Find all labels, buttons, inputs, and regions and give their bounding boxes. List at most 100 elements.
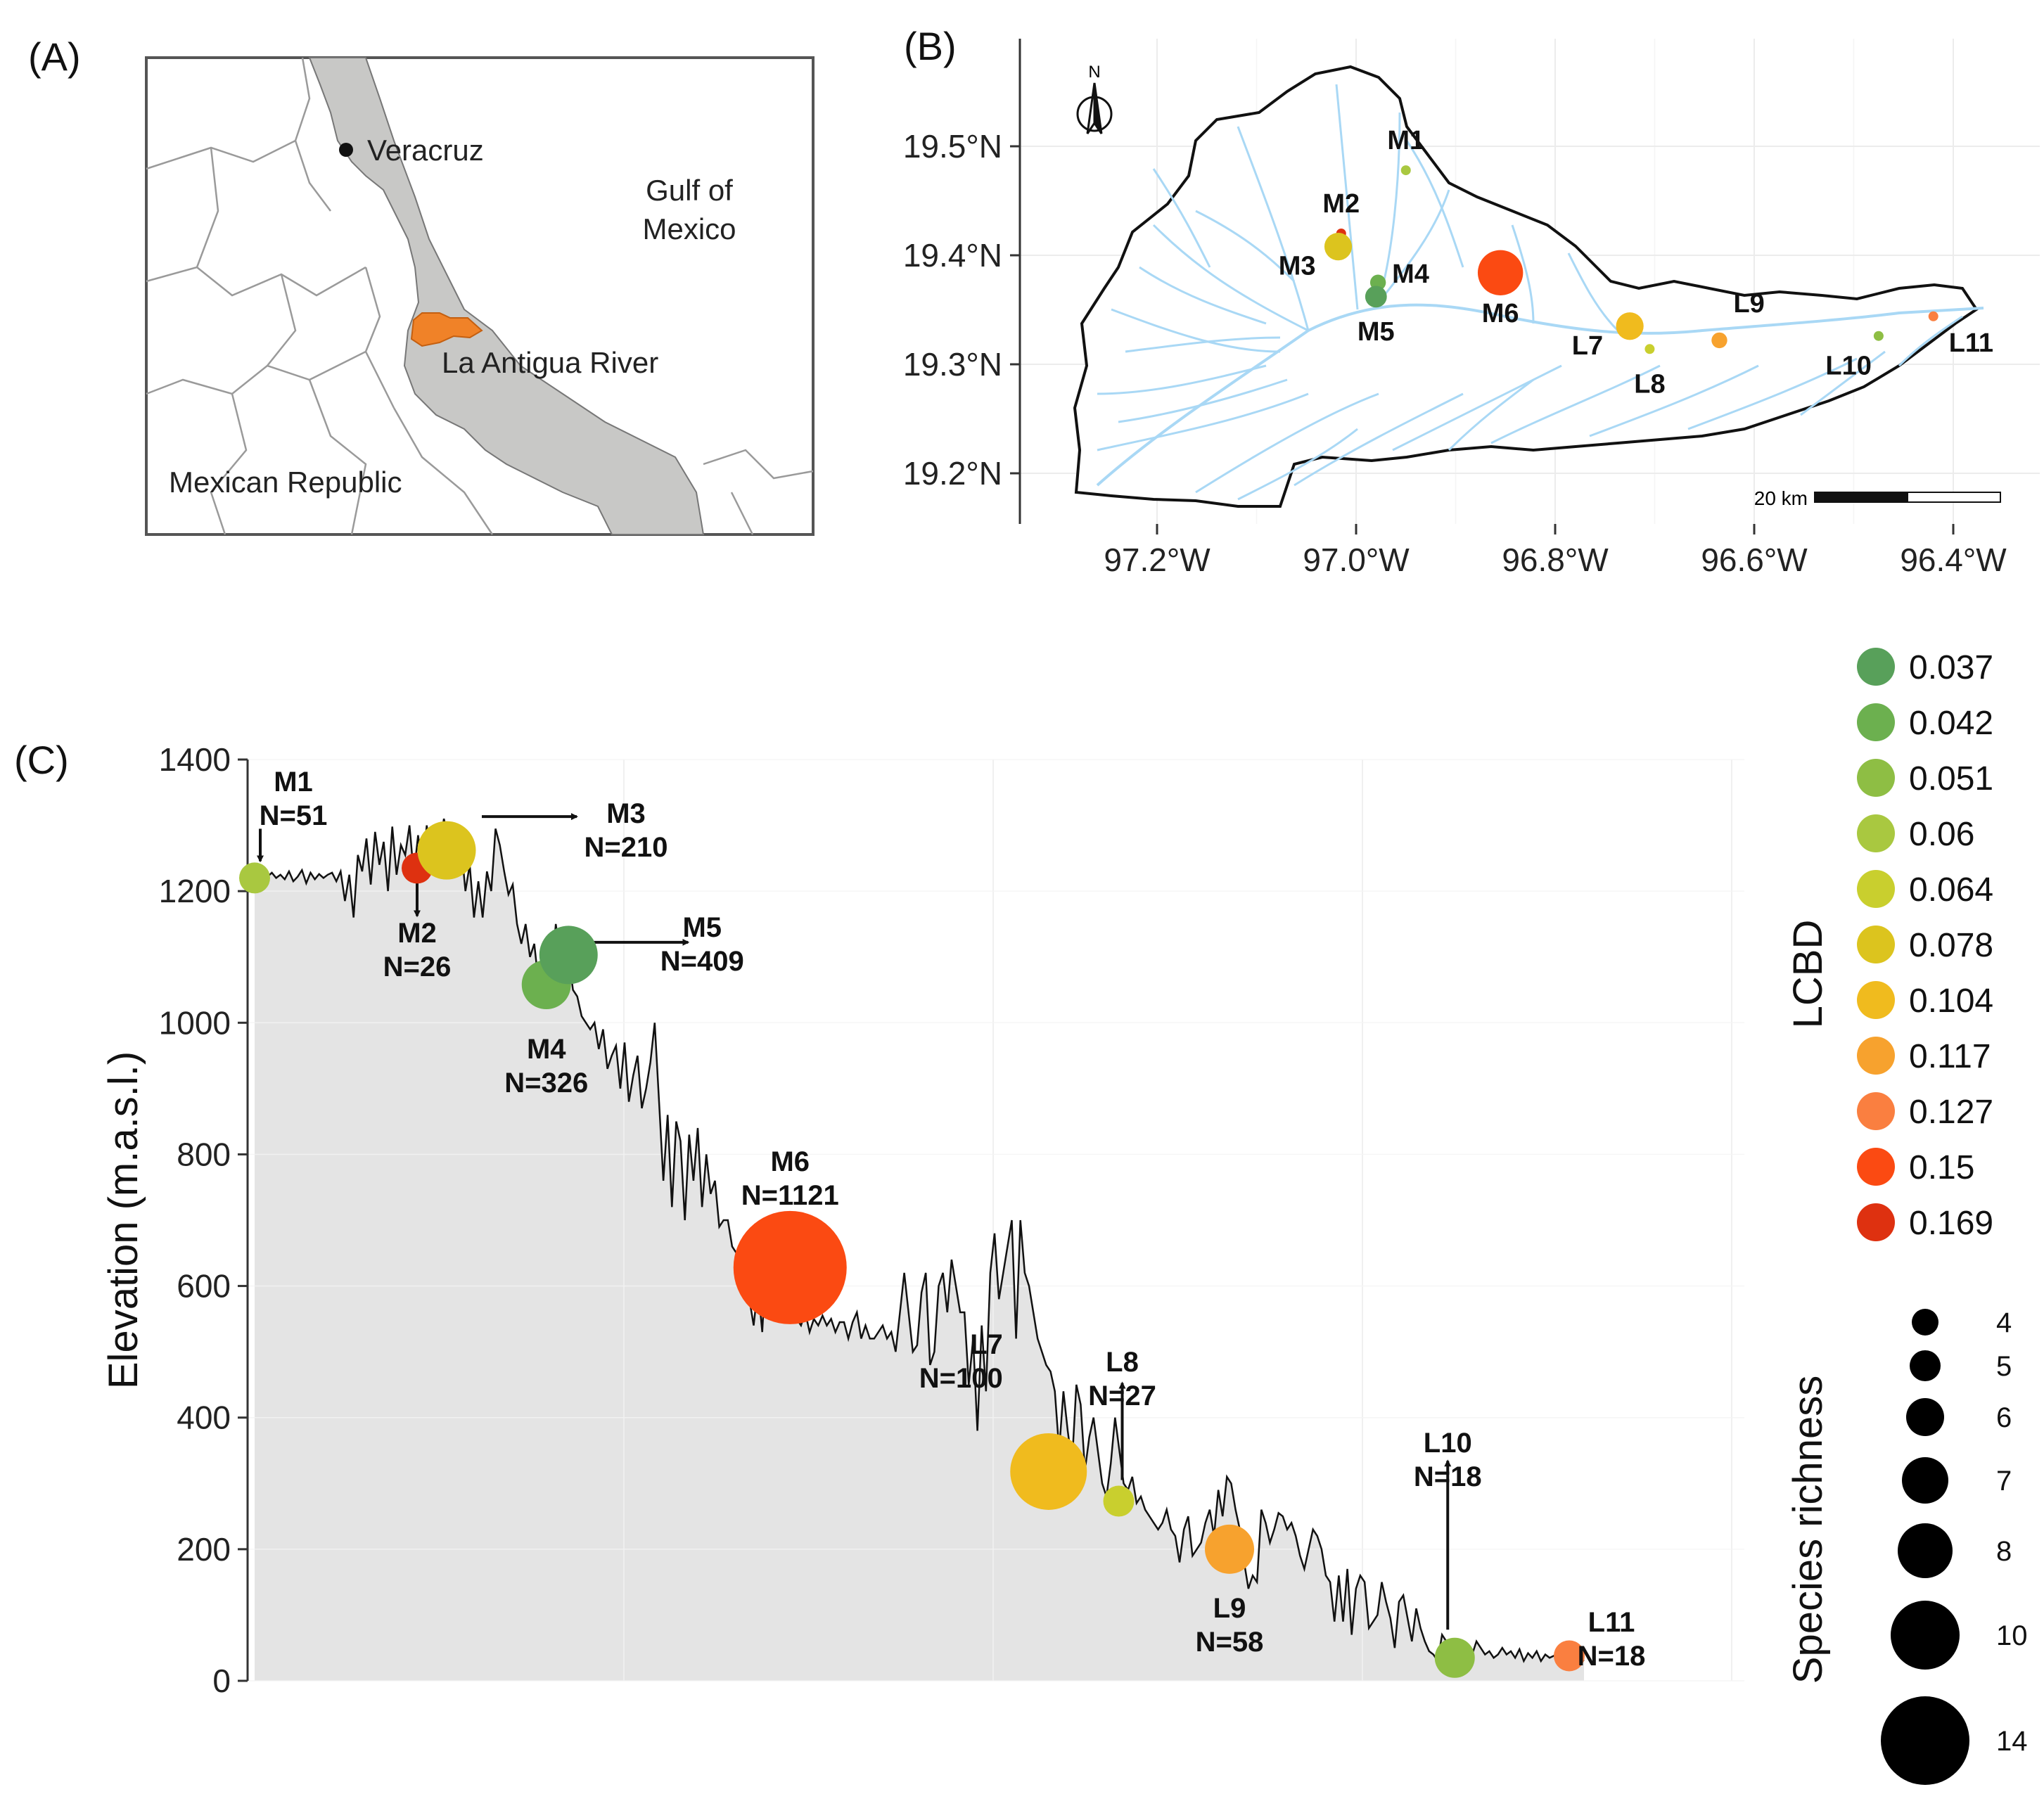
label-l11-n: N=18	[1578, 1641, 1646, 1672]
lcbd-legend-label: 0.051	[1909, 760, 1993, 798]
y-axis-title: Elevation (m.a.s.l.)	[101, 1051, 146, 1389]
country-label: Mexican Republic	[169, 466, 402, 499]
point-l10	[1434, 1637, 1475, 1678]
y-tick-label: 800	[177, 1136, 231, 1172]
map-site-label: M3	[1279, 252, 1316, 281]
richness-legend-circle	[1906, 1398, 1944, 1436]
lcbd-legend-label: 0.127	[1909, 1094, 1993, 1131]
richness-legend-circle	[1891, 1601, 1960, 1670]
map-site-label: L7	[1572, 331, 1603, 361]
panel-a-map: Veracruz Gulf of Mexico La Antigua River…	[145, 56, 815, 536]
label-l10-n: N=18	[1414, 1461, 1482, 1492]
point-l11	[1554, 1640, 1585, 1672]
lcbd-legend-swatch	[1857, 814, 1895, 852]
panel-b-x-tick: 96.4°W	[1900, 542, 2007, 578]
map-site-l10	[1873, 331, 1884, 341]
gulf-label-1: Gulf of	[646, 174, 733, 207]
richness-legend-circle	[1881, 1696, 1969, 1785]
lcbd-legend-swatch	[1857, 648, 1895, 686]
label-m3-n: N=210	[585, 832, 668, 863]
label-m5-site: M5	[682, 912, 722, 943]
la-antigua-basin	[410, 312, 483, 347]
point-m6	[733, 1210, 847, 1324]
label-l7-n: N=100	[919, 1363, 1003, 1394]
panel-b-y-tick: 19.2°N	[903, 455, 1002, 492]
lcbd-legend: LCBD 0.037 0.042 0.051 0.06 0.064 0.078 0.104 0…	[1785, 648, 1993, 1242]
map-site-label: M4	[1392, 260, 1429, 289]
panel-b-y-tick: 19.4°N	[903, 237, 1002, 274]
panel-b-y-tick: 19.3°N	[903, 346, 1002, 383]
label-m6-n: N=1121	[741, 1180, 839, 1211]
scale-bar: 20 km	[1754, 487, 2001, 509]
lcbd-legend-label: 0.15	[1909, 1149, 1974, 1186]
richness-legend-circle	[1898, 1523, 1953, 1578]
label-m5-n: N=409	[660, 946, 744, 977]
label-l7-site: L7	[970, 1329, 1003, 1360]
map-site-l9	[1711, 332, 1727, 349]
richness-legend-label: 5	[1996, 1351, 2012, 1382]
y-tick-label: 1200	[159, 873, 231, 909]
label-m4-n: N=326	[504, 1068, 588, 1099]
lcbd-legend-swatch	[1857, 1203, 1895, 1241]
panel-a-frame	[145, 56, 815, 536]
label-m6-site: M6	[770, 1146, 810, 1177]
lcbd-legend-title: LCBD	[1785, 920, 1831, 1029]
y-tick-label: 600	[177, 1268, 231, 1305]
label-l10-site: L10	[1424, 1428, 1472, 1459]
richness-legend: Species richness 4 5 6 7 8 10 14	[1785, 1307, 2028, 1785]
panel-c-label: (C)	[14, 738, 69, 782]
panel-b-label: (B)	[904, 24, 957, 68]
lcbd-legend-swatch	[1857, 759, 1895, 797]
river-network	[1096, 84, 1984, 501]
point-l9	[1205, 1524, 1254, 1574]
richness-legend-label: 14	[1996, 1726, 2028, 1757]
panel-b-x-tick: 96.6°W	[1701, 542, 1808, 578]
label-m1-site: M1	[274, 767, 313, 798]
map-site-l11	[1928, 311, 1938, 321]
map-site-m3	[1324, 233, 1353, 261]
map-site-label: L11	[1949, 328, 1993, 358]
scale-bar-label: 20 km	[1754, 487, 1808, 509]
lcbd-legend-label: 0.169	[1909, 1205, 1993, 1242]
richness-legend-label: 8	[1996, 1536, 2012, 1567]
y-tick-label: 400	[177, 1400, 231, 1436]
richness-legend-circle	[1912, 1309, 1938, 1336]
panel-a-label: (A)	[28, 34, 81, 79]
point-l8	[1103, 1485, 1135, 1517]
site-labels: M1N=51 M2N=26 M3N=210 M4N=326 M5N=409 M6N=112…	[260, 767, 1646, 1672]
lcbd-legend-swatch	[1857, 703, 1895, 741]
map-site-label: M2	[1322, 189, 1360, 219]
map-site-m6	[1477, 250, 1524, 295]
y-tick-label: 0	[212, 1663, 231, 1699]
richness-legend-label: 4	[1996, 1307, 2012, 1338]
map-site-label: M5	[1358, 317, 1395, 347]
map-site-m5	[1365, 286, 1387, 308]
lcbd-legend-swatch	[1857, 926, 1895, 963]
point-l7	[1010, 1433, 1087, 1510]
point-m3	[417, 821, 476, 880]
label-l9-site: L9	[1213, 1593, 1246, 1624]
label-m1-n: N=51	[260, 800, 328, 831]
point-m5	[539, 926, 598, 985]
label-l8-n: N=27	[1088, 1381, 1156, 1411]
label-m2-site: M2	[397, 918, 437, 949]
y-tick-label: 1000	[159, 1004, 231, 1041]
panel-b-axes: 97.2°W 97.0°W 96.8°W 96.6°W 96.4°W 19.5°N 19.4…	[903, 39, 2007, 578]
lcbd-legend-label: 0.042	[1909, 705, 1993, 742]
pointer-arrows	[257, 813, 1452, 1630]
map-site-label: L10	[1825, 352, 1871, 381]
elevation-profile-line	[254, 818, 1585, 1664]
panel-b-x-tick: 97.2°W	[1104, 542, 1211, 578]
veracruz-state	[308, 57, 705, 535]
lcbd-legend-swatch	[1857, 1148, 1895, 1186]
gulf-label-2: Mexico	[642, 212, 736, 245]
richness-legend-label: 7	[1996, 1466, 2012, 1497]
map-site-l8	[1644, 344, 1655, 354]
y-tick-label: 200	[177, 1531, 231, 1568]
label-l8-site: L8	[1106, 1347, 1139, 1378]
y-axis-ticks: 0 200 400 600 800 1000 1200 1400	[159, 741, 248, 1699]
label-m2-n: N=26	[383, 952, 452, 982]
state-borders	[146, 57, 814, 535]
richness-legend-label: 10	[1996, 1620, 2028, 1651]
